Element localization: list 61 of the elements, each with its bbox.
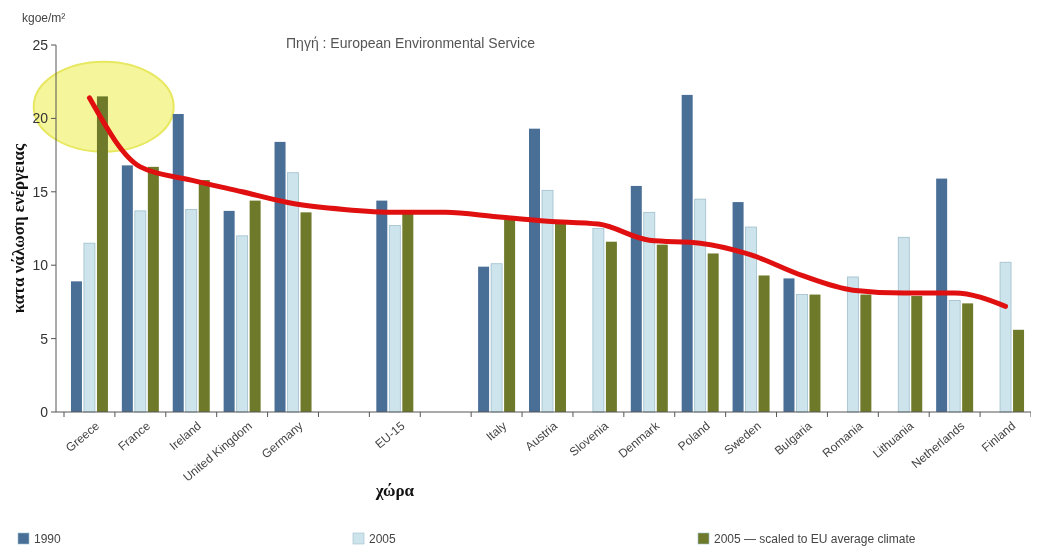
bar xyxy=(555,221,566,412)
x-axis-title: χώρα xyxy=(374,481,415,500)
y-tick-label: 0 xyxy=(40,403,49,420)
annotation: Πηγή : European Environmental Service xyxy=(286,35,536,51)
bar xyxy=(274,141,286,412)
bar xyxy=(948,300,961,413)
bar xyxy=(707,253,719,412)
bar xyxy=(185,209,198,413)
bar xyxy=(911,296,923,412)
bar xyxy=(300,212,312,412)
bar xyxy=(376,200,388,412)
bar xyxy=(605,241,617,412)
legend-label: 1990 xyxy=(34,532,62,547)
bar xyxy=(656,244,668,412)
bar xyxy=(1013,329,1025,412)
bar xyxy=(121,165,133,412)
legend-label: 2005 — scaled to EU average climate xyxy=(714,532,916,547)
bar xyxy=(758,275,770,412)
bar xyxy=(287,172,299,413)
bar xyxy=(490,263,503,413)
bar xyxy=(643,211,656,413)
y-tick-label: 25 xyxy=(32,36,49,53)
bar xyxy=(860,294,872,412)
bar xyxy=(897,236,910,413)
bar xyxy=(249,200,261,412)
bar xyxy=(694,198,707,413)
bar xyxy=(147,166,159,412)
bar xyxy=(541,189,554,413)
y-tick-label: 20 xyxy=(32,110,49,127)
bar xyxy=(478,266,490,412)
bar xyxy=(504,219,516,412)
legend-label: 2005 xyxy=(369,532,397,547)
bar xyxy=(198,180,210,412)
bar xyxy=(236,235,249,413)
bar xyxy=(809,294,821,412)
bar xyxy=(96,96,108,412)
bar xyxy=(134,210,147,413)
bar xyxy=(846,276,859,413)
bar xyxy=(402,213,414,412)
bar xyxy=(529,128,540,412)
bar xyxy=(936,178,948,412)
bar xyxy=(70,281,82,412)
bar xyxy=(796,294,808,413)
bar xyxy=(172,114,184,412)
bar xyxy=(681,94,693,412)
x-tick-label: Italy xyxy=(483,418,510,444)
bar xyxy=(962,303,974,412)
bar xyxy=(223,210,235,412)
bar xyxy=(592,228,605,413)
bar xyxy=(83,242,96,413)
y-tick-label: 5 xyxy=(40,330,49,347)
bar xyxy=(999,261,1012,413)
bar xyxy=(745,226,757,413)
bar xyxy=(783,278,795,412)
bar xyxy=(388,225,401,413)
y-tick-label: 15 xyxy=(32,183,49,200)
bar xyxy=(630,185,642,412)
y-tick-label: 10 xyxy=(32,257,49,274)
y-axis-title: κατα νάλωση ενέργειας xyxy=(9,142,28,314)
bar xyxy=(732,202,744,412)
text: kgoe/m² xyxy=(22,11,66,25)
